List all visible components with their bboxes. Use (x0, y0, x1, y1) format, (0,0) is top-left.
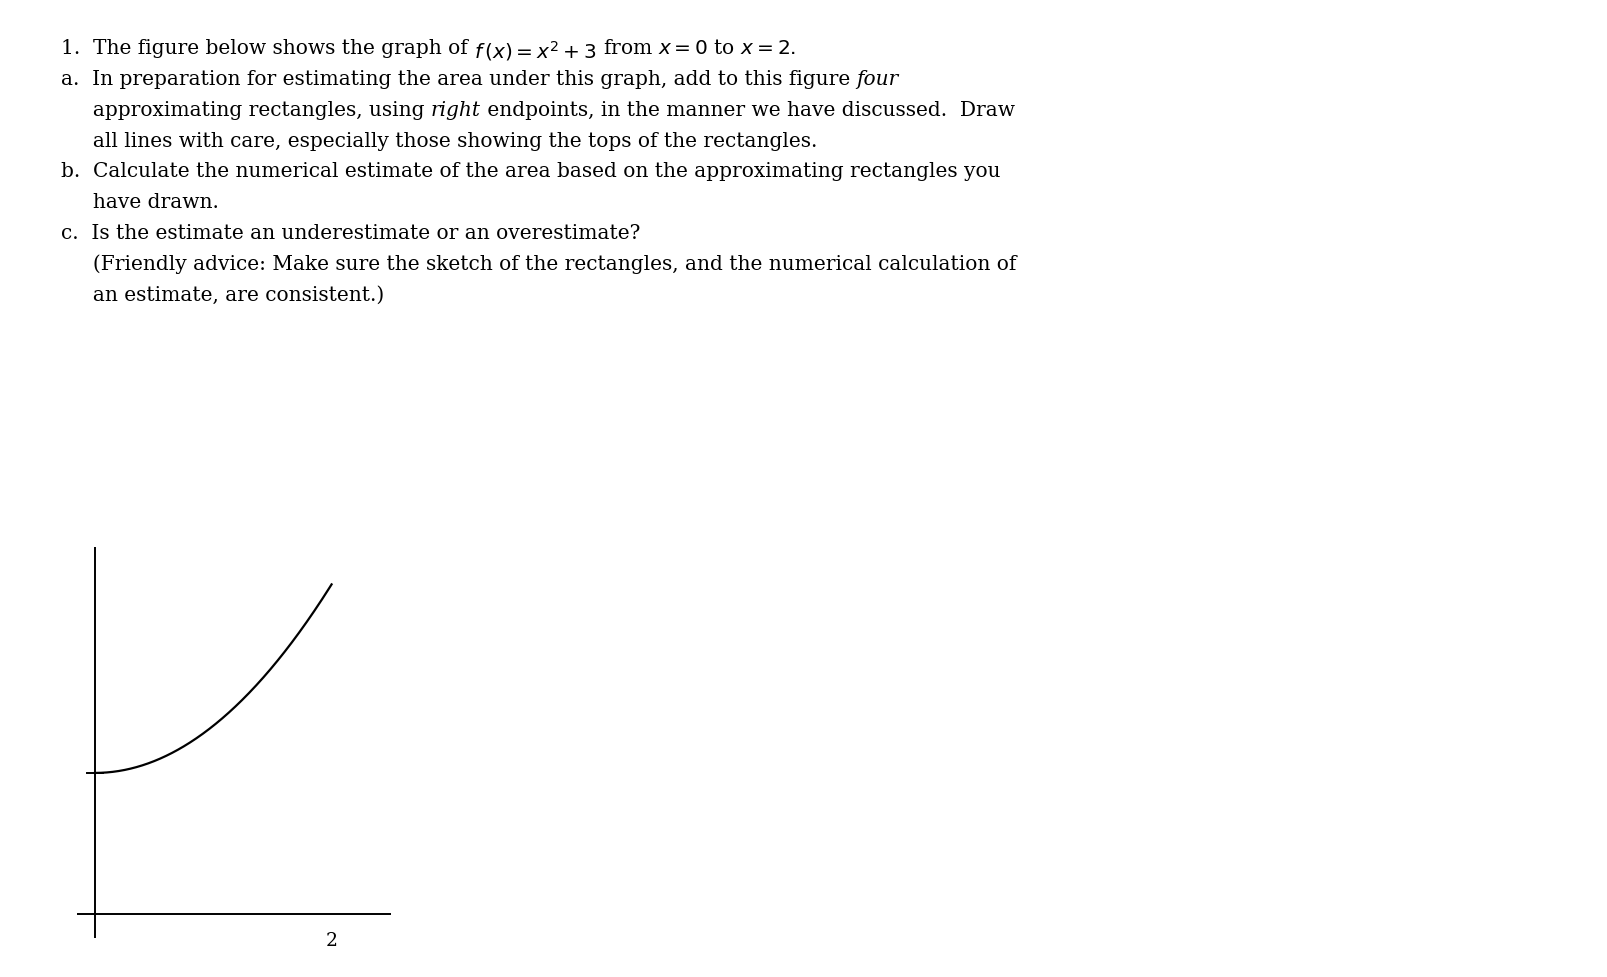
Text: 1.  The figure below shows the graph of: 1. The figure below shows the graph of (61, 39, 474, 58)
Text: have drawn.: have drawn. (61, 192, 219, 212)
Text: (Friendly advice: Make sure the sketch of the rectangles, and the numerical calc: (Friendly advice: Make sure the sketch o… (61, 254, 1016, 275)
Text: b.  Calculate the numerical estimate of the area based on the approximating rect: b. Calculate the numerical estimate of t… (61, 162, 1000, 181)
Text: $f\,(x) = x^2 + 3$: $f\,(x) = x^2 + 3$ (474, 39, 596, 63)
Text: approximating rectangles, using: approximating rectangles, using (61, 101, 431, 119)
Text: right: right (431, 101, 480, 119)
Text: a.  In preparation for estimating the area under this graph, add to this figure: a. In preparation for estimating the are… (61, 70, 857, 89)
Text: endpoints, in the manner we have discussed.  Draw: endpoints, in the manner we have discuss… (480, 101, 1014, 119)
Text: an estimate, are consistent.): an estimate, are consistent.) (61, 285, 384, 304)
Text: 2: 2 (325, 931, 337, 949)
Text: all lines with care, especially those showing the tops of the rectangles.: all lines with care, especially those sh… (61, 131, 816, 150)
Text: from $x = 0$ to $x = 2.$: from $x = 0$ to $x = 2.$ (596, 39, 795, 58)
Text: c.  Is the estimate an underestimate or an overestimate?: c. Is the estimate an underestimate or a… (61, 224, 640, 242)
Text: four: four (857, 70, 898, 89)
